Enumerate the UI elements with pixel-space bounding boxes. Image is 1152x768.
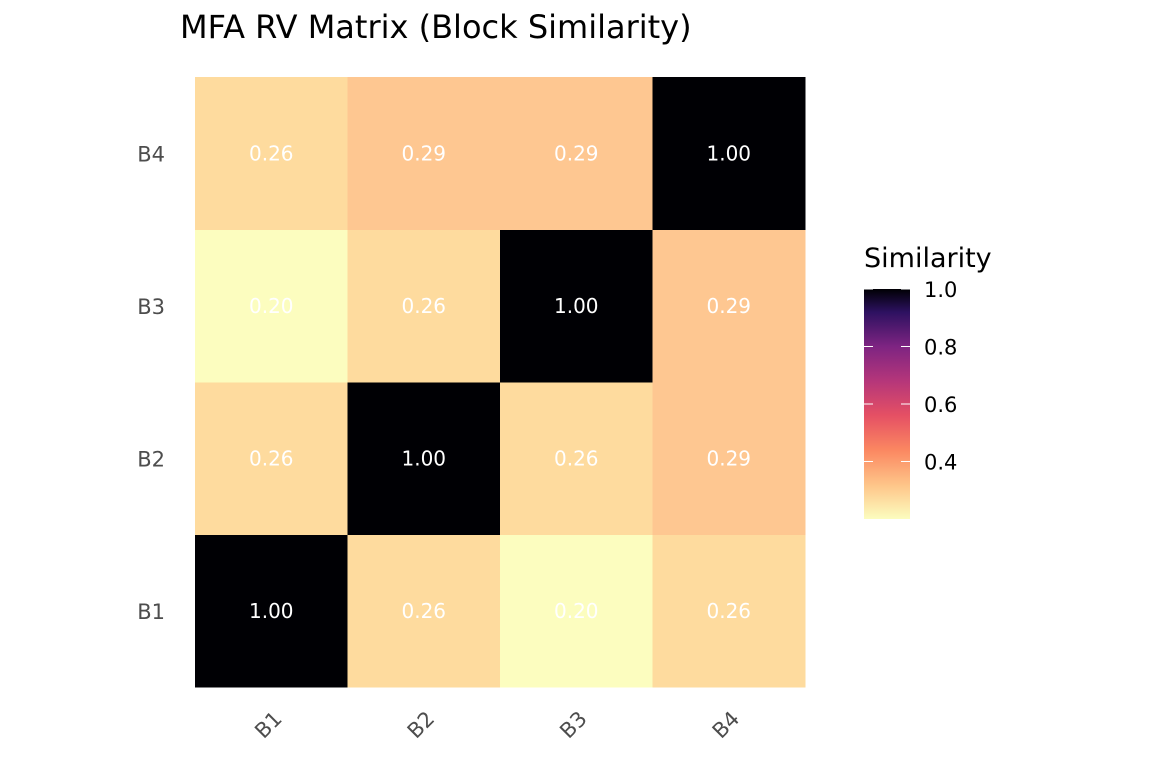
cell-label-b2-b1: 0.26	[249, 446, 294, 470]
legend-title: Similarity	[864, 243, 992, 274]
cell-label-b3-b2: 0.26	[401, 294, 446, 318]
legend-tick-label-3: 1.0	[924, 278, 957, 302]
cell-labels: 1.00 0.26 0.20 0.26 0.26 1.00 0.26 0.29 0.20 0.26…	[249, 141, 751, 623]
heatmap-cell-b3-b3	[500, 229, 653, 383]
heatmap-cell-b1-b4	[652, 534, 806, 688]
legend-tick-label-2: 0.8	[924, 336, 957, 360]
heatmap-cell-b2-b3	[500, 382, 653, 535]
y-tick-label-b1: B1	[137, 600, 165, 624]
heatmap-cell-b3-b2	[347, 229, 501, 383]
heatmap-cell-b4-b3	[500, 77, 653, 230]
cell-label-b1-b3: 0.20	[554, 599, 599, 623]
heatmap-cell-b4-b1	[195, 77, 348, 230]
cell-label-b2-b4: 0.29	[706, 446, 751, 470]
cell-label-b4-b2: 0.29	[401, 141, 446, 165]
y-axis-tick-labels: B1 B2 B3 B4	[137, 142, 165, 624]
heatmap-cell-b1-b1	[195, 534, 348, 688]
cell-label-b4-b3: 0.29	[554, 141, 599, 165]
y-tick-label-b4: B4	[137, 142, 165, 166]
cell-label-b2-b2: 1.00	[401, 446, 446, 470]
y-tick-label-b3: B3	[137, 295, 165, 319]
x-tick-label-b2: B2	[403, 707, 440, 744]
heatmap-cell-b2-b4	[652, 382, 806, 535]
legend-tick-label-0: 0.4	[924, 451, 957, 475]
heatmap-cell-b3-b4	[652, 229, 806, 383]
heatmap-cells	[195, 77, 806, 688]
chart-title: MFA RV Matrix (Block Similarity)	[180, 8, 692, 46]
color-legend: 0.4 0.6 0.8 1.0	[864, 278, 957, 519]
cell-label-b1-b4: 0.26	[706, 599, 751, 623]
cell-label-b3-b4: 0.29	[706, 294, 751, 318]
heatmap-cell-b4-b4	[652, 77, 806, 230]
heatmap-cell-b1-b3	[500, 534, 653, 688]
x-axis-tick-labels: B1 B2 B3 B4	[250, 707, 744, 744]
cell-label-b3-b1: 0.20	[249, 294, 294, 318]
x-tick-label-b4: B4	[708, 707, 745, 744]
y-tick-label-b2: B2	[137, 447, 165, 471]
x-tick-label-b1: B1	[250, 707, 287, 744]
heatmap-cell-b2-b2	[347, 382, 501, 535]
heatmap-cell-b3-b1	[195, 229, 348, 383]
heatmap-cell-b2-b1	[195, 382, 348, 535]
legend-tick-label-1: 0.6	[924, 393, 957, 417]
cell-label-b2-b3: 0.26	[554, 446, 599, 470]
cell-label-b4-b4: 1.00	[706, 141, 751, 165]
cell-label-b4-b1: 0.26	[249, 141, 294, 165]
heatmap-cell-b4-b2	[347, 77, 501, 230]
cell-label-b3-b3: 1.00	[554, 294, 599, 318]
heatmap-cell-b1-b2	[347, 534, 501, 688]
x-tick-label-b3: B3	[555, 707, 592, 744]
cell-label-b1-b1: 1.00	[249, 599, 294, 623]
cell-label-b1-b2: 0.26	[401, 599, 446, 623]
